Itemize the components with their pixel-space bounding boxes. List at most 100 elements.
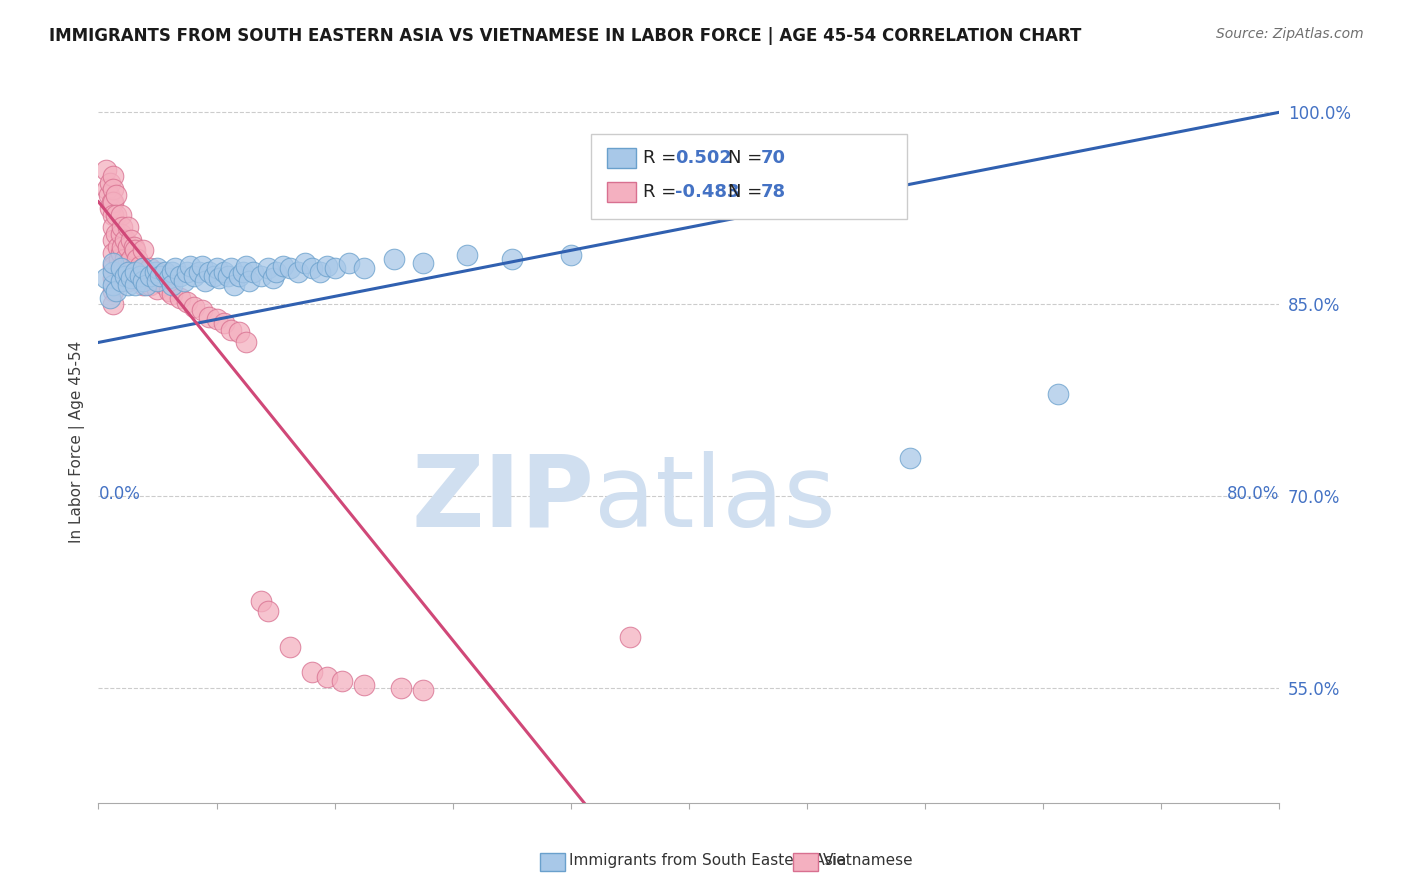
Point bbox=[457, 248, 479, 262]
Point bbox=[339, 256, 361, 270]
Point bbox=[198, 265, 221, 279]
Point bbox=[191, 259, 214, 273]
Y-axis label: In Labor Force | Age 45-54: In Labor Force | Age 45-54 bbox=[69, 341, 84, 542]
Point bbox=[212, 316, 235, 330]
Point bbox=[132, 261, 155, 276]
Point bbox=[191, 303, 214, 318]
Point bbox=[103, 246, 125, 260]
Text: atlas: atlas bbox=[595, 450, 837, 548]
Point bbox=[173, 274, 195, 288]
Point bbox=[176, 294, 198, 309]
Point bbox=[501, 252, 523, 267]
Point bbox=[149, 268, 172, 283]
Text: N =: N = bbox=[728, 149, 768, 167]
Point bbox=[235, 335, 257, 350]
Point bbox=[149, 274, 172, 288]
Point bbox=[103, 277, 125, 292]
Point bbox=[353, 261, 375, 276]
Point bbox=[114, 252, 136, 267]
Point bbox=[105, 227, 128, 241]
Point bbox=[238, 274, 260, 288]
Text: 78: 78 bbox=[761, 183, 786, 201]
Point bbox=[103, 208, 125, 222]
Point bbox=[124, 265, 146, 279]
Point bbox=[94, 271, 117, 285]
Point bbox=[309, 265, 332, 279]
Point bbox=[146, 282, 169, 296]
Point bbox=[323, 261, 346, 276]
Point bbox=[132, 244, 155, 258]
Point bbox=[124, 265, 146, 279]
Point bbox=[143, 268, 166, 283]
Point bbox=[98, 201, 121, 215]
Point bbox=[125, 252, 148, 267]
Point bbox=[176, 265, 198, 279]
Point bbox=[232, 265, 254, 279]
Point bbox=[132, 274, 155, 288]
Point bbox=[138, 271, 160, 285]
Point bbox=[194, 274, 217, 288]
Point bbox=[132, 261, 155, 276]
Point bbox=[353, 678, 375, 692]
Point bbox=[221, 323, 243, 337]
Point bbox=[122, 261, 145, 276]
Point bbox=[228, 268, 250, 283]
Point bbox=[103, 285, 125, 299]
Point bbox=[139, 268, 162, 283]
Point bbox=[105, 285, 128, 299]
Point bbox=[124, 244, 146, 258]
Point bbox=[117, 277, 139, 292]
Point bbox=[250, 268, 273, 283]
Point bbox=[187, 265, 209, 279]
Point bbox=[103, 194, 125, 209]
Point bbox=[110, 227, 132, 241]
Point bbox=[157, 285, 180, 299]
Point bbox=[153, 265, 176, 279]
Point bbox=[162, 277, 183, 292]
Point bbox=[224, 277, 246, 292]
Point bbox=[179, 259, 201, 273]
Point bbox=[110, 208, 132, 222]
Point bbox=[287, 265, 309, 279]
Point bbox=[135, 277, 157, 292]
Point bbox=[111, 220, 134, 235]
Text: Immigrants from South Eastern Asia: Immigrants from South Eastern Asia bbox=[569, 854, 846, 868]
Point bbox=[153, 277, 176, 292]
Point bbox=[412, 683, 434, 698]
Point bbox=[257, 604, 280, 618]
Point bbox=[262, 271, 284, 285]
Point bbox=[103, 220, 125, 235]
Point bbox=[103, 259, 125, 273]
Point bbox=[143, 265, 166, 279]
Point bbox=[301, 665, 323, 680]
Point bbox=[114, 233, 136, 247]
Point bbox=[108, 252, 131, 267]
Point bbox=[97, 188, 120, 202]
Point bbox=[94, 162, 117, 177]
Point bbox=[114, 271, 136, 285]
Text: R =: R = bbox=[643, 183, 682, 201]
Point bbox=[242, 265, 264, 279]
Point bbox=[250, 593, 273, 607]
Point bbox=[105, 208, 128, 222]
Point bbox=[264, 265, 287, 279]
Point bbox=[301, 261, 323, 276]
Point bbox=[389, 681, 412, 695]
Point bbox=[169, 291, 191, 305]
Point bbox=[107, 239, 129, 253]
Point bbox=[120, 271, 142, 285]
Point bbox=[117, 256, 139, 270]
Point bbox=[128, 268, 150, 283]
Point bbox=[217, 268, 239, 283]
Point bbox=[103, 256, 125, 270]
Point bbox=[103, 271, 125, 285]
Point bbox=[208, 271, 231, 285]
Point bbox=[117, 220, 139, 235]
Point bbox=[139, 277, 162, 292]
Point bbox=[105, 188, 128, 202]
Point bbox=[257, 261, 280, 276]
Point bbox=[169, 268, 191, 283]
Point bbox=[132, 277, 155, 292]
Point bbox=[103, 182, 125, 196]
Point bbox=[330, 674, 353, 689]
